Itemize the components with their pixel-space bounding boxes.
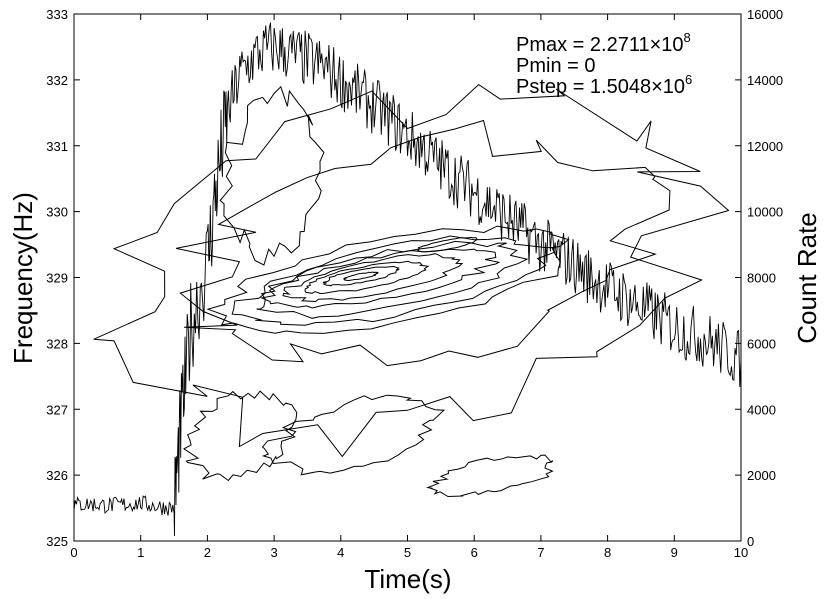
- x-axis-title: Time(s): [364, 564, 451, 594]
- x-tick-label: 1: [137, 545, 144, 560]
- y2-tick-label: 0: [747, 534, 754, 549]
- y-tick-label: 330: [46, 205, 68, 220]
- y-tick-label: 329: [46, 271, 68, 286]
- x-tick-label: 10: [734, 545, 748, 560]
- contour-level-5: [282, 253, 464, 303]
- x-tick-label: 3: [270, 545, 277, 560]
- pmax-annotation: Pmax = 2.2711×108: [516, 30, 691, 56]
- contour-outer-1: [175, 119, 671, 367]
- x-tick-label: 9: [671, 545, 678, 560]
- x-tick-label: 7: [537, 545, 544, 560]
- y2-tick-label: 4000: [747, 402, 776, 417]
- pmax-exponent: 8: [684, 30, 691, 45]
- contour-level-6: [304, 260, 430, 295]
- pstep-exponent: 6: [685, 72, 692, 87]
- y-axis-left: 325 326 327 328 329 330 331 332 333: [46, 7, 80, 549]
- x-tick-label: 8: [604, 545, 611, 560]
- y-tick-label: 327: [46, 402, 68, 417]
- pstep-annotation: Pstep = 1.5048×106: [516, 72, 692, 98]
- y-tick-label: 328: [46, 336, 68, 351]
- pmax-label: Pmax = 2.2711×10: [516, 34, 684, 56]
- y-axis-right: 0 2000 4000 6000 8000 10000 12000 14000 16000: [735, 7, 783, 549]
- contour-outer-6: [219, 85, 325, 266]
- y2-tick-label: 14000: [747, 73, 783, 88]
- y-tick-label: 332: [46, 73, 68, 88]
- x-tick-label: 4: [337, 545, 344, 560]
- contour-level-3: [256, 240, 529, 319]
- contour-outer-2: [93, 83, 730, 458]
- contour-outer-3: [261, 394, 446, 476]
- x-tick-label: 2: [204, 545, 211, 560]
- contour-secondary-peak: [417, 236, 478, 253]
- y-axis-title: Frequency(Hz): [8, 192, 38, 364]
- y-tick-label: 333: [46, 7, 68, 22]
- y2-axis-title: Count Rate: [792, 212, 822, 344]
- x-tick-label: 5: [404, 545, 411, 560]
- annotation-block: Pmax = 2.2711×108 Pmin = 0 Pstep = 1.504…: [516, 30, 692, 98]
- y-tick-label: 331: [46, 139, 68, 154]
- x-tick-label: 6: [471, 545, 478, 560]
- contour-level-7: [322, 265, 401, 287]
- y-tick-label: 325: [46, 534, 68, 549]
- y2-tick-label: 16000: [747, 7, 783, 22]
- contour-level-8: [343, 271, 379, 282]
- pstep-label: Pstep = 1.5048×10: [516, 76, 685, 98]
- y-tick-label: 326: [46, 468, 68, 483]
- x-tick-label: 0: [70, 545, 77, 560]
- pmin-annotation: Pmin = 0: [516, 55, 595, 77]
- y2-tick-label: 8000: [747, 271, 776, 286]
- x-axis: 0 1 2 3 4 5 6 7 8 9 10: [70, 14, 748, 560]
- y2-tick-label: 10000: [747, 205, 783, 220]
- y2-tick-label: 6000: [747, 336, 776, 351]
- contour-level-1: [206, 225, 570, 334]
- contour-level-2: [231, 235, 556, 326]
- count-rate-line: [74, 22, 741, 537]
- y2-tick-label: 2000: [747, 468, 776, 483]
- y2-tick-label: 12000: [747, 139, 783, 154]
- contour-outer-4: [425, 454, 554, 498]
- contour-outer-5: [183, 390, 298, 482]
